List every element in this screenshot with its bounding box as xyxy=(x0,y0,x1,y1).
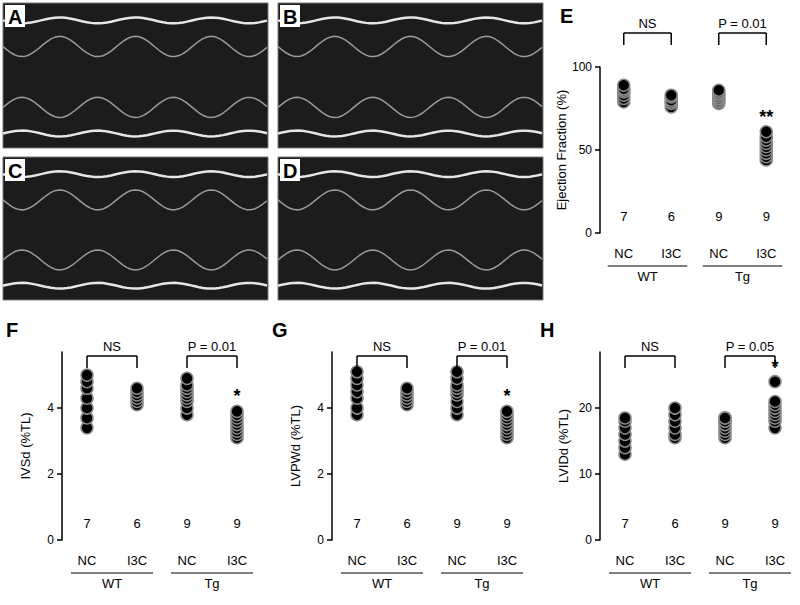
svg-text:9: 9 xyxy=(183,516,190,531)
svg-text:NS: NS xyxy=(638,16,656,31)
svg-text:C: C xyxy=(8,160,22,182)
svg-text:I3C: I3C xyxy=(497,553,517,568)
svg-text:2: 2 xyxy=(317,467,324,481)
svg-text:NC: NC xyxy=(78,553,97,568)
svg-text:9: 9 xyxy=(721,516,728,531)
svg-text:Tg: Tg xyxy=(742,576,757,591)
svg-text:E: E xyxy=(560,5,573,27)
svg-text:20: 20 xyxy=(579,401,593,415)
svg-text:WT: WT xyxy=(372,576,392,591)
svg-text:*: * xyxy=(503,386,510,406)
svg-text:0: 0 xyxy=(317,533,324,547)
svg-text:NC: NC xyxy=(178,553,197,568)
svg-text:7: 7 xyxy=(353,516,360,531)
svg-text:6: 6 xyxy=(668,209,675,224)
svg-text:6: 6 xyxy=(671,516,678,531)
svg-text:2: 2 xyxy=(47,467,54,481)
svg-text:NC: NC xyxy=(716,553,735,568)
svg-text:*: * xyxy=(771,357,778,377)
svg-text:H: H xyxy=(540,319,554,341)
svg-text:LVIDd (%TL): LVIDd (%TL) xyxy=(556,409,571,483)
svg-text:B: B xyxy=(283,6,297,28)
svg-text:F: F xyxy=(6,319,18,341)
svg-text:NS: NS xyxy=(373,339,391,354)
svg-text:4: 4 xyxy=(47,401,54,415)
svg-text:NC: NC xyxy=(348,553,367,568)
svg-text:10: 10 xyxy=(579,467,593,481)
svg-text:9: 9 xyxy=(763,209,770,224)
svg-text:9: 9 xyxy=(715,209,722,224)
svg-text:WT: WT xyxy=(637,269,657,284)
svg-text:D: D xyxy=(283,160,297,182)
svg-text:7: 7 xyxy=(621,516,628,531)
svg-text:I3C: I3C xyxy=(765,553,785,568)
svg-text:I3C: I3C xyxy=(665,553,685,568)
svg-text:6: 6 xyxy=(133,516,140,531)
svg-text:NS: NS xyxy=(103,339,121,354)
svg-text:NC: NC xyxy=(709,246,728,261)
svg-text:Tg: Tg xyxy=(735,269,750,284)
svg-text:4: 4 xyxy=(317,401,324,415)
svg-text:0: 0 xyxy=(585,226,592,240)
svg-text:I3C: I3C xyxy=(756,246,776,261)
svg-text:Tg: Tg xyxy=(204,576,219,591)
svg-text:Tg: Tg xyxy=(474,576,489,591)
svg-text:I3C: I3C xyxy=(127,553,147,568)
svg-text:9: 9 xyxy=(453,516,460,531)
svg-text:I3C: I3C xyxy=(397,553,417,568)
svg-text:7: 7 xyxy=(83,516,90,531)
svg-text:I3C: I3C xyxy=(661,246,681,261)
svg-text:NC: NC xyxy=(614,246,633,261)
svg-text:LVPWd (%TL): LVPWd (%TL) xyxy=(288,405,303,487)
svg-text:A: A xyxy=(8,6,22,28)
svg-text:0: 0 xyxy=(47,533,54,547)
svg-text:P = 0.05: P = 0.05 xyxy=(726,339,775,354)
svg-text:P = 0.01: P = 0.01 xyxy=(458,339,507,354)
svg-text:9: 9 xyxy=(771,516,778,531)
svg-text:I3C: I3C xyxy=(227,553,247,568)
svg-text:Ejection Fraction (%): Ejection Fraction (%) xyxy=(554,90,569,211)
svg-text:9: 9 xyxy=(233,516,240,531)
svg-text:0: 0 xyxy=(585,533,592,547)
svg-text:*: * xyxy=(233,386,240,406)
svg-text:50: 50 xyxy=(579,143,593,157)
svg-text:P = 0.01: P = 0.01 xyxy=(718,16,767,31)
svg-text:NS: NS xyxy=(641,339,659,354)
svg-text:100: 100 xyxy=(572,60,592,74)
svg-text:6: 6 xyxy=(403,516,410,531)
svg-text:G: G xyxy=(272,319,288,341)
svg-text:WT: WT xyxy=(640,576,660,591)
svg-text:P = 0.01: P = 0.01 xyxy=(188,339,237,354)
svg-text:NC: NC xyxy=(616,553,635,568)
svg-text:NC: NC xyxy=(448,553,467,568)
svg-text:7: 7 xyxy=(620,209,627,224)
svg-text:WT: WT xyxy=(102,576,122,591)
svg-text:**: ** xyxy=(759,107,773,127)
svg-text:9: 9 xyxy=(503,516,510,531)
svg-text:IVSd (%TL): IVSd (%TL) xyxy=(18,412,33,479)
